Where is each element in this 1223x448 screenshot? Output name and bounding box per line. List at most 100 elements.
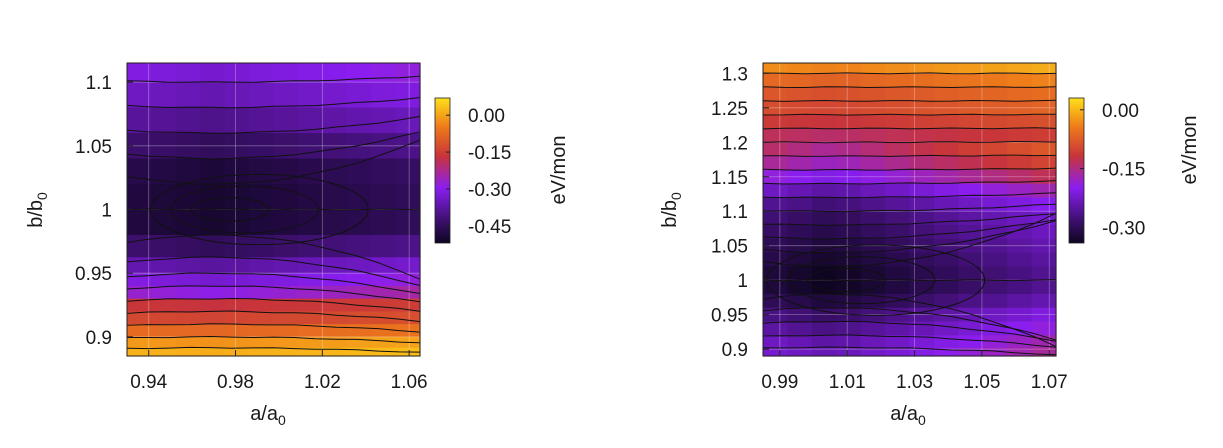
heatmap-cell xyxy=(249,311,275,325)
heatmap-cell xyxy=(200,311,226,325)
heatmap-cell xyxy=(200,298,226,313)
heatmap-cell xyxy=(371,158,397,185)
heatmap-cell xyxy=(200,273,226,287)
heatmap-cell xyxy=(958,321,984,336)
heatmap-cell xyxy=(200,324,226,338)
heatmap-cell xyxy=(175,273,201,287)
heatmap-cell xyxy=(787,128,813,143)
contour-ring xyxy=(807,267,886,293)
heatmap-cell xyxy=(982,280,1008,295)
heatmap-cell xyxy=(860,87,886,102)
heatmap-cell xyxy=(1007,238,1033,254)
heatmap-cell xyxy=(1007,266,1033,281)
heatmap-cell xyxy=(787,63,813,74)
heatmap-cell xyxy=(811,169,837,185)
heatmap-cell xyxy=(885,225,911,240)
heatmap-cell xyxy=(933,335,959,348)
heatmap-cell xyxy=(958,293,984,309)
heatmap-cell xyxy=(860,128,886,143)
left-colorbar xyxy=(434,97,451,244)
heatmap-cell xyxy=(763,252,789,267)
left-y-axis-label: b/b0 xyxy=(25,192,50,228)
heatmap-cell xyxy=(860,211,886,226)
heatmap-cell xyxy=(175,324,201,338)
heatmap-cell xyxy=(273,347,299,357)
x-tick-label: 0.94 xyxy=(130,372,167,393)
heatmap-cell xyxy=(1007,252,1033,267)
heatmap-cell xyxy=(909,321,935,336)
heatmap-cell xyxy=(811,266,837,281)
heatmap-cell xyxy=(127,311,153,325)
heatmap-cell xyxy=(224,82,250,109)
heatmap-cell xyxy=(249,107,275,134)
heatmap-cell xyxy=(1031,183,1057,199)
x-tick-label: 1.01 xyxy=(829,372,866,393)
heatmap-cell xyxy=(249,273,275,287)
y-tick-label: 1.3 xyxy=(722,64,748,85)
heatmap-cell xyxy=(933,197,959,212)
heatmap-cell xyxy=(395,184,421,211)
contour-ring xyxy=(190,197,270,222)
right-y-axis-label: b/b0 xyxy=(659,192,684,228)
heatmap-cell xyxy=(860,197,886,212)
heatmap-cell xyxy=(811,238,837,254)
heatmap-cell xyxy=(763,183,789,199)
heatmap-cell xyxy=(811,321,837,336)
heatmap-cell xyxy=(273,298,299,313)
heatmap-cell xyxy=(151,336,177,349)
heatmap-cell xyxy=(127,336,153,349)
heatmap-cell xyxy=(763,225,789,240)
heatmap-cell xyxy=(322,107,348,134)
heatmap-cell xyxy=(933,238,959,254)
heatmap-cell xyxy=(860,100,886,116)
right-ticks: 0.99 1.01 1.03 1.05 1.07 0.9 0.95 1 1.05 1.1 1.15 1… xyxy=(711,64,1068,393)
heatmap-cell xyxy=(297,298,323,313)
heatmap-cell xyxy=(273,63,299,83)
heatmap-cell xyxy=(811,197,837,212)
heatmap-cell xyxy=(1031,321,1057,336)
heatmap-cell xyxy=(249,298,275,313)
heatmap-cell xyxy=(297,324,323,338)
contour-line xyxy=(762,213,1057,226)
x-tick-label: 1.03 xyxy=(896,372,933,393)
heatmap-cell xyxy=(933,128,959,143)
heatmap-cell xyxy=(885,266,911,281)
heatmap-cell xyxy=(860,321,886,336)
contour-line xyxy=(126,297,421,312)
heatmap-cell xyxy=(249,82,275,109)
heatmap-cell xyxy=(127,82,153,109)
heatmap-cell xyxy=(297,347,323,357)
heatmap-cell xyxy=(151,209,177,236)
heatmap-cell xyxy=(151,273,177,287)
heatmap-cell xyxy=(200,336,226,349)
heatmap-cell xyxy=(909,225,935,240)
heatmap-cell xyxy=(249,257,275,274)
y-tick-label: 0.9 xyxy=(722,340,748,361)
heatmap-cell xyxy=(224,133,250,160)
heatmap-cell xyxy=(1007,63,1033,74)
heatmap-cell xyxy=(371,133,397,160)
heatmap-cell xyxy=(224,311,250,325)
heatmap-cell xyxy=(958,73,984,88)
colorbar-tick-label: 0.00 xyxy=(1102,101,1139,122)
heatmap-cell xyxy=(371,234,397,258)
heatmap-cell xyxy=(224,336,250,349)
heatmap-cell xyxy=(224,234,250,258)
heatmap-cell xyxy=(346,347,372,357)
heatmap-cell xyxy=(860,335,886,348)
heatmap-cell xyxy=(224,184,250,211)
contour-line xyxy=(126,131,421,160)
heatmap-cell xyxy=(933,156,959,171)
heatmap-cell xyxy=(909,252,935,267)
heatmap-cell xyxy=(175,133,201,160)
heatmap-cell xyxy=(371,209,397,236)
heatmap-cell xyxy=(297,133,323,160)
heatmap-cell xyxy=(200,285,226,300)
heatmap-cell xyxy=(787,266,813,281)
heatmap-cell xyxy=(885,87,911,102)
heatmap-cell xyxy=(909,197,935,212)
heatmap-cell xyxy=(395,234,421,258)
heatmap-cell xyxy=(885,128,911,143)
contour-line xyxy=(126,285,421,303)
